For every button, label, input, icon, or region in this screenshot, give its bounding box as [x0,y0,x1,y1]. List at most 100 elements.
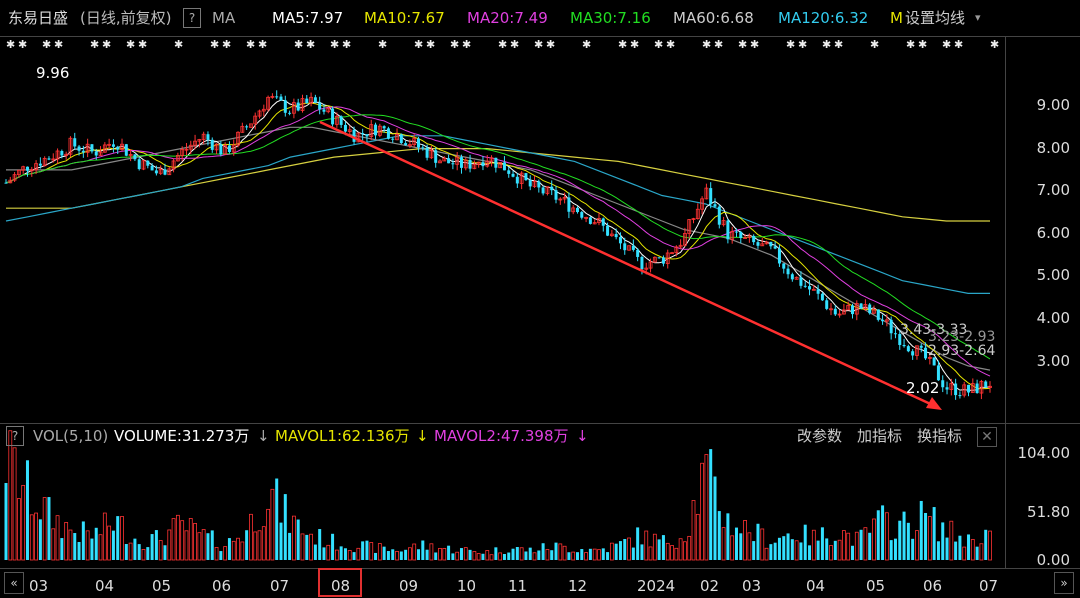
volume-bar [674,547,679,561]
volume-help-icon[interactable]: ? [6,426,24,446]
candle-body [644,267,649,270]
volume-bar [575,552,579,560]
candle-body [275,96,279,98]
month-label: 07 [270,577,290,595]
volume-bar [597,549,601,561]
volume-bar [137,544,141,560]
edit-params-button[interactable]: 改参数 [797,427,843,445]
scroll-right-icon[interactable]: » [1054,572,1074,594]
candle-body [12,174,17,181]
volume-bar [16,498,21,561]
candle-body [447,158,451,164]
candle-body [507,170,511,174]
volume-bar [334,549,339,561]
candle-body [683,233,687,246]
volume-bar [154,530,158,560]
volume-bar [300,533,305,561]
event-marker: ✱ [546,38,555,51]
candle-body [94,151,98,156]
mavol1-arrow-icon: ↓ [416,427,429,445]
range-label-3: 2.93-2.64 [928,343,996,359]
trend-arrow-line [319,120,938,409]
event-marker: ✱ [990,38,999,51]
candle-body [369,124,374,137]
candle-body [661,257,665,264]
event-marker: ✱ [6,38,15,51]
event-marker: ✱ [294,38,303,51]
candle-body [709,188,713,205]
scroll-left-icon[interactable]: « [4,572,24,594]
settings-ma-button[interactable]: 设置均线 [905,9,966,27]
candle-body [408,144,412,147]
volume-bar [945,537,949,560]
candle-body [68,137,73,155]
volume-bar [188,518,193,561]
stock-name[interactable]: 东易日盛 [8,9,69,27]
volume-value: VOLUME:31.273万 [114,427,250,445]
month-label: 03 [29,577,49,595]
candle-body [773,246,777,249]
candle-body [451,163,455,165]
volume-bar [842,530,846,561]
event-marker: ✱ [342,38,351,51]
candle-body [614,234,618,238]
candle-body [554,190,558,200]
candle-body [347,129,352,132]
volume-bar [459,548,463,560]
volume-bar [266,508,271,561]
volume-bar [442,547,447,561]
range-label-1: 3.43-3.33 [900,322,968,338]
volume-bar [588,548,592,560]
volume-bar [412,543,417,561]
volume-bar [498,552,503,561]
volume-bar [377,543,382,561]
volume-bar [657,539,661,560]
candle-body [21,166,26,171]
candle-body [700,198,705,210]
volume-bar [60,538,64,560]
add-indicator-button[interactable]: 加指标 [857,427,903,445]
volume-bar [687,535,692,561]
event-marker: ✱ [210,38,219,51]
volume-bar [240,541,245,561]
volume-bar [584,552,588,561]
candle-body [936,365,940,381]
dropdown-arrow-icon[interactable]: ▾ [975,11,981,24]
candle-body [334,115,339,125]
candle-body [343,124,347,132]
volume-bar [288,532,292,560]
candle-body [85,143,90,153]
candle-body [850,305,854,315]
volume-bar [734,527,738,560]
volume-bar [850,545,854,560]
candle-body [567,197,571,212]
volume-bar [296,519,300,560]
candle-body [318,102,322,110]
month-label: 08 [331,577,351,595]
help-icon[interactable]: ? [183,8,201,28]
month-label: 05 [866,577,886,595]
candle-body [811,288,816,291]
event-marker: ✱ [426,38,435,51]
candle-body [799,277,803,286]
candle-body [808,286,812,290]
event-marker: ✱ [330,38,339,51]
candle-body [584,216,588,219]
candle-body [665,252,670,265]
candle-body [111,144,115,147]
volume-bar [717,511,721,560]
candle-body [455,156,460,165]
price-tick-label: 6.00 [1036,223,1070,242]
event-marker: ✱ [102,38,111,51]
volume-bar [21,484,26,561]
close-icon[interactable]: ✕ [977,427,997,447]
candle-body [739,231,743,238]
event-marker: ✱ [174,38,183,51]
candle-body [962,384,967,396]
candle-body [854,303,859,315]
volume-bar [678,538,683,561]
switch-indicator-button[interactable]: 换指标 [917,427,963,445]
volume-bar [451,553,455,560]
candle-body [764,241,769,245]
